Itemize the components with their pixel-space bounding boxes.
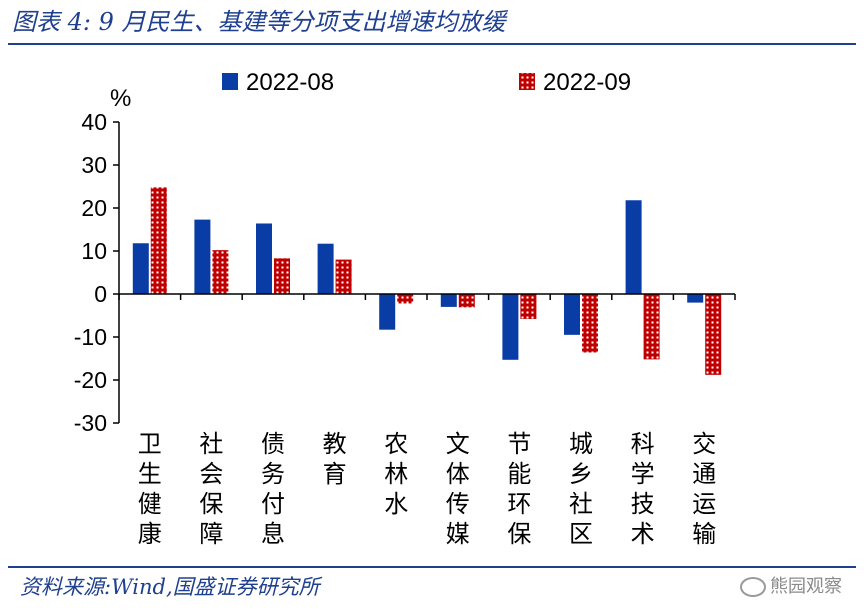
bar-sep-8 bbox=[582, 294, 598, 353]
x-category-char: 林 bbox=[384, 461, 408, 488]
x-category-char: 务 bbox=[261, 461, 285, 488]
legend-swatch-2 bbox=[519, 73, 535, 90]
x-category-char: 能 bbox=[507, 461, 531, 488]
x-category-label: 债务付息 bbox=[261, 431, 285, 548]
bar-sep-5 bbox=[397, 294, 414, 304]
bar-aug-8 bbox=[564, 294, 580, 335]
bar-sep-1 bbox=[150, 187, 167, 294]
x-category-char: 乡 bbox=[569, 461, 593, 488]
x-category-label: 城乡社区 bbox=[569, 431, 593, 548]
bar-sep-10 bbox=[705, 294, 722, 375]
x-category-label: 卫生健康 bbox=[138, 431, 162, 548]
y-axis-ticks: 40 30 20 10 0 -10 -20 -30 bbox=[74, 109, 119, 436]
x-category-char: 教 bbox=[323, 431, 347, 458]
x-category-label: 交通运输 bbox=[692, 431, 716, 548]
bar-sep-4 bbox=[335, 259, 352, 294]
x-category-char: 体 bbox=[446, 461, 470, 488]
y-tick-label: 0 bbox=[94, 281, 107, 307]
x-category-char: 障 bbox=[199, 521, 223, 548]
bar-aug-5 bbox=[379, 294, 396, 330]
x-category-char: 会 bbox=[199, 461, 223, 488]
title-rule bbox=[8, 43, 856, 45]
bar-chart: 2022-08 2022-09 % 40 30 20 10 0 -10 -20 -30 卫生健康… bbox=[74, 69, 736, 548]
y-tick-label: -30 bbox=[74, 410, 107, 436]
x-category-label: 教育 bbox=[323, 431, 347, 488]
source-rule bbox=[8, 566, 856, 568]
bar-aug-7 bbox=[502, 294, 519, 360]
x-category-char: 水 bbox=[384, 491, 408, 518]
x-category-char: 保 bbox=[199, 491, 223, 518]
legend-label-2: 2022-09 bbox=[543, 69, 631, 96]
x-category-char: 术 bbox=[631, 521, 655, 548]
bar-sep-7 bbox=[520, 294, 537, 319]
watermark: 熊园观察 bbox=[740, 570, 842, 604]
bar-sep-9 bbox=[643, 294, 660, 360]
bar-sep-2 bbox=[212, 250, 229, 294]
chart-axes bbox=[118, 122, 736, 423]
y-axis-label: % bbox=[110, 85, 131, 112]
x-category-char: 健 bbox=[138, 491, 162, 518]
x-category-char: 环 bbox=[507, 491, 531, 518]
x-category-char: 区 bbox=[569, 521, 593, 548]
bar-series bbox=[132, 187, 722, 375]
x-category-char: 运 bbox=[692, 491, 716, 518]
bar-aug-3 bbox=[256, 223, 272, 294]
x-category-char: 技 bbox=[631, 491, 655, 518]
figure-title: 图表 4: 9 月民生、基建等分项支出增速均放缓 bbox=[12, 8, 506, 36]
x-category-label: 科学技术 bbox=[631, 431, 655, 548]
x-category-char: 卫 bbox=[138, 431, 162, 458]
bar-aug-1 bbox=[132, 243, 149, 294]
bar-sep-3 bbox=[274, 258, 290, 294]
x-category-char: 输 bbox=[692, 521, 716, 548]
x-category-label: 节能环保 bbox=[507, 431, 531, 548]
legend-swatch-1 bbox=[222, 73, 238, 90]
x-category-label: 社会保障 bbox=[199, 431, 223, 548]
x-category-char: 城 bbox=[569, 431, 593, 458]
x-category-char: 交 bbox=[692, 431, 716, 458]
x-category-label: 文体传媒 bbox=[446, 431, 470, 548]
x-category-char: 康 bbox=[138, 521, 162, 548]
bar-aug-4 bbox=[317, 243, 334, 294]
y-tick-label: 10 bbox=[81, 238, 107, 264]
bar-aug-2 bbox=[194, 219, 211, 294]
x-category-char: 文 bbox=[446, 431, 470, 458]
x-category-char: 媒 bbox=[446, 521, 470, 548]
chart-legend: 2022-08 2022-09 bbox=[222, 69, 631, 96]
x-category-char: 科 bbox=[631, 431, 655, 458]
bar-aug-10 bbox=[687, 294, 704, 303]
bar-aug-6 bbox=[440, 294, 457, 307]
x-category-char: 保 bbox=[507, 521, 531, 548]
x-category-char: 育 bbox=[323, 461, 347, 488]
x-category-char: 付 bbox=[261, 491, 285, 518]
x-category-label: 农林水 bbox=[384, 431, 408, 518]
x-category-char: 社 bbox=[199, 431, 223, 458]
bar-aug-9 bbox=[625, 200, 642, 294]
x-category-char: 生 bbox=[138, 461, 162, 488]
watermark-text: 熊园观察 bbox=[770, 576, 842, 597]
y-tick-label: -10 bbox=[74, 324, 107, 350]
bar-sep-6 bbox=[458, 294, 475, 308]
source-note: 资料来源:Wind,国盛证券研究所 bbox=[20, 575, 320, 599]
y-tick-label: 30 bbox=[81, 152, 107, 178]
x-category-char: 农 bbox=[384, 431, 408, 458]
x-category-char: 学 bbox=[631, 461, 655, 488]
legend-label-1: 2022-08 bbox=[246, 69, 334, 96]
x-category-char: 债 bbox=[261, 431, 285, 458]
y-tick-label: 20 bbox=[81, 195, 107, 221]
x-category-char: 社 bbox=[569, 491, 593, 518]
x-category-char: 通 bbox=[692, 461, 716, 488]
y-tick-label: 40 bbox=[81, 109, 107, 135]
wechat-icon bbox=[740, 577, 766, 597]
y-tick-label: -20 bbox=[74, 367, 107, 393]
x-category-char: 传 bbox=[446, 491, 470, 518]
x-category-char: 节 bbox=[507, 431, 531, 458]
x-category-char: 息 bbox=[261, 521, 285, 548]
